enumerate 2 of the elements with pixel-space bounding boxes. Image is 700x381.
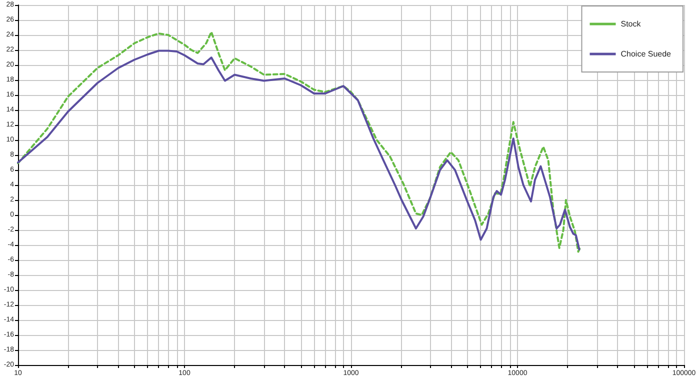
legend-label: Stock: [620, 20, 642, 28]
legend-label: Choice Suede: [620, 50, 672, 58]
